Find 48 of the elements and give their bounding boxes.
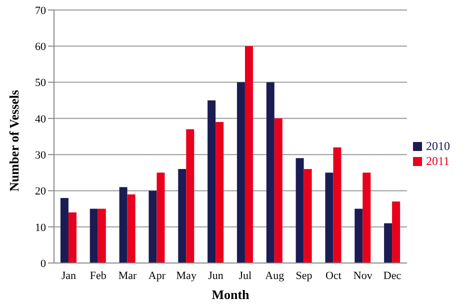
bar: [186, 129, 194, 263]
x-tick-label: Feb: [90, 270, 107, 282]
x-tick-label: Sep: [296, 270, 313, 282]
bar: [90, 208, 98, 263]
bar: [68, 212, 76, 263]
bar: [156, 172, 165, 263]
bar: [98, 208, 106, 263]
bar: [274, 118, 282, 263]
bar: [148, 190, 157, 263]
bar: [236, 82, 245, 263]
y-tick-label: 30: [35, 149, 46, 162]
legend-label: 2010: [426, 138, 450, 152]
bar: [384, 223, 392, 263]
bar: [296, 158, 304, 263]
y-tick-label: 50: [35, 77, 46, 90]
x-axis-title: Month: [212, 287, 250, 302]
x-tick-label: Jul: [238, 270, 252, 282]
bar: [304, 169, 312, 263]
y-tick-label: 60: [35, 41, 46, 54]
bar: [244, 46, 253, 263]
x-tick-label: Aug: [265, 270, 285, 282]
bar: [119, 187, 128, 263]
y-tick-label: 40: [35, 113, 46, 126]
x-tick-label: Nov: [353, 270, 373, 282]
bar: [266, 82, 274, 263]
x-tick-label: Oct: [326, 270, 342, 282]
bar: [333, 147, 342, 263]
y-tick-label: 0: [40, 258, 46, 270]
y-axis-title: Number of Vessels: [6, 90, 22, 192]
bar: [127, 194, 136, 263]
x-tick-label: May: [176, 270, 197, 282]
x-tick-label: Jun: [208, 270, 224, 282]
bar: [216, 122, 224, 263]
bar: [60, 198, 68, 263]
x-tick-label: Apr: [148, 270, 166, 282]
y-tick-label: 70: [35, 4, 46, 17]
bar: [362, 172, 371, 263]
bar: [208, 100, 216, 263]
bar: [178, 169, 186, 263]
bar: [354, 208, 363, 263]
x-tick-label: Jan: [61, 270, 77, 282]
bar: [392, 202, 400, 263]
y-tick-label: 20: [35, 186, 46, 198]
x-tick-label: Dec: [383, 270, 402, 282]
x-tick-label: Mar: [118, 270, 138, 282]
bar: [325, 172, 334, 263]
legend-label: 2011: [426, 154, 450, 168]
y-tick-label: 10: [35, 222, 46, 234]
